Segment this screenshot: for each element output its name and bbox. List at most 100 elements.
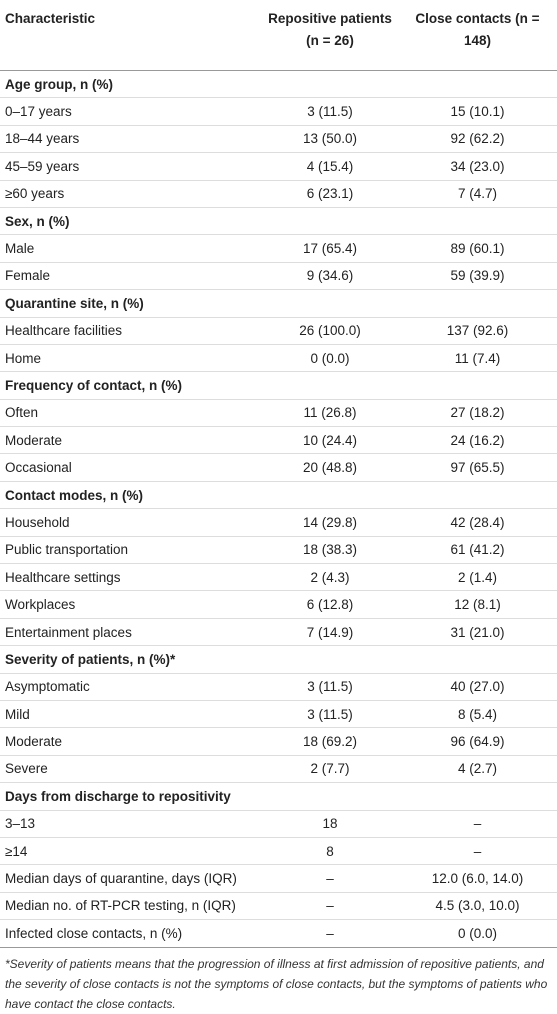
section-cell: Frequency of contact, n (%) <box>0 371 557 400</box>
cell: Often <box>0 399 262 428</box>
header-cell: Characteristic <box>0 0 262 71</box>
data-row: Severe 2 (7.7) 4 (2.7) <box>0 755 557 784</box>
cell: Moderate <box>0 727 262 756</box>
cell: 10 (24.4) <box>262 426 397 455</box>
data-row: 45–59 years 4 (15.4) 34 (23.0) <box>0 152 557 181</box>
data-row: Male 17 (65.4) 89 (60.1) <box>0 234 557 263</box>
cell: 17 (65.4) <box>262 234 397 263</box>
data-row: Median no. of RT-PCR testing, n (IQR) –4.… <box>0 892 557 921</box>
section-cell: Severity of patients, n (%)* <box>0 645 557 674</box>
section-cell: Quarantine site, n (%) <box>0 289 557 318</box>
data-row: Median days of quarantine, days (IQR) –12… <box>0 864 557 893</box>
cell: 0 (0.0) <box>262 344 397 373</box>
cell: Workplaces <box>0 590 262 619</box>
cell: 96 (64.9) <box>397 727 557 756</box>
cell: 6 (23.1) <box>262 180 397 208</box>
data-row: Occasional 20 (48.8) 97 (65.5) <box>0 453 557 482</box>
section-cell: Contact modes, n (%) <box>0 481 557 510</box>
section-row: Quarantine site, n (%) <box>0 289 557 318</box>
cell: Infected close contacts, n (%) <box>0 919 262 948</box>
section-row: Contact modes, n (%) <box>0 481 557 510</box>
cell: Household <box>0 508 262 537</box>
cell: 2 (7.7) <box>262 755 397 784</box>
cell: 45–59 years <box>0 152 262 181</box>
data-row: Female 9 (34.6) 59 (39.9) <box>0 262 557 291</box>
cell: 3 (11.5) <box>262 673 397 701</box>
header-row: Characteristic Repositive patients (n = … <box>0 0 557 71</box>
cell: 18 (38.3) <box>262 536 397 565</box>
section-cell: Days from discharge to repositivity <box>0 782 557 811</box>
cell: – <box>262 919 397 948</box>
cell: Healthcare settings <box>0 563 262 592</box>
section-cell: Sex, n (%) <box>0 207 557 236</box>
cell: 11 (26.8) <box>262 399 397 428</box>
section-row: Age group, n (%) <box>0 70 557 99</box>
cell: 59 (39.9) <box>397 262 557 291</box>
cell: 18–44 years <box>0 125 262 154</box>
cell: 4 (2.7) <box>397 755 557 784</box>
cell: Median no. of RT-PCR testing, n (IQR) <box>0 892 262 921</box>
data-row: 18–44 years 13 (50.0) 92 (62.2) <box>0 125 557 154</box>
data-row: Mild 3 (11.5) 8 (5.4) <box>0 700 557 729</box>
header-cell: Repositive patients (n = 26) <box>262 0 397 71</box>
cell: 11 (7.4) <box>397 344 557 373</box>
data-row: 0–17 years 3 (11.5) 15 (10.1) <box>0 97 557 126</box>
cell: ≥14 <box>0 837 262 866</box>
data-row: Public transportation 18 (38.3) 61 (41.2) <box>0 536 557 565</box>
section-cell: Age group, n (%) <box>0 70 557 99</box>
cell: 97 (65.5) <box>397 453 557 482</box>
cell: 27 (18.2) <box>397 399 557 428</box>
data-row: 3–13 18– <box>0 810 557 838</box>
data-row: Moderate 10 (24.4) 24 (16.2) <box>0 426 557 455</box>
cell: Male <box>0 234 262 263</box>
cell: 2 (1.4) <box>397 563 557 592</box>
cell: 9 (34.6) <box>262 262 397 291</box>
cell: 7 (14.9) <box>262 618 397 647</box>
data-row: ≥60 years 6 (23.1) 7 (4.7) <box>0 180 557 208</box>
cell: Occasional <box>0 453 262 482</box>
cell: 7 (4.7) <box>397 180 557 208</box>
cell: Asymptomatic <box>0 673 262 701</box>
header-cell: Close contacts (n = 148) <box>397 0 557 71</box>
cell: 0–17 years <box>0 97 262 126</box>
cell: 3 (11.5) <box>262 97 397 126</box>
cell: 12 (8.1) <box>397 590 557 619</box>
cell: 4 (15.4) <box>262 152 397 181</box>
data-row: ≥14 8– <box>0 837 557 866</box>
cell: 61 (41.2) <box>397 536 557 565</box>
cell: 6 (12.8) <box>262 590 397 619</box>
data-row: Infected close contacts, n (%) –0 (0.0) <box>0 919 557 948</box>
cell: 137 (92.6) <box>397 317 557 345</box>
section-row: Severity of patients, n (%)* <box>0 645 557 674</box>
cell: Mild <box>0 700 262 729</box>
data-row: Often 11 (26.8) 27 (18.2) <box>0 399 557 428</box>
cell: Home <box>0 344 262 373</box>
cell: 24 (16.2) <box>397 426 557 455</box>
cell: 13 (50.0) <box>262 125 397 154</box>
cell: – <box>262 864 397 893</box>
cell: – <box>397 837 557 866</box>
data-row: Home 0 (0.0) 11 (7.4) <box>0 344 557 373</box>
cell: 0 (0.0) <box>397 919 557 948</box>
cell: 20 (48.8) <box>262 453 397 482</box>
cell: 89 (60.1) <box>397 234 557 263</box>
cell: Median days of quarantine, days (IQR) <box>0 864 262 893</box>
data-row: Entertainment places 7 (14.9) 31 (21.0) <box>0 618 557 647</box>
data-row: Workplaces 6 (12.8) 12 (8.1) <box>0 590 557 619</box>
cell: 8 <box>262 837 397 866</box>
cell: 40 (27.0) <box>397 673 557 701</box>
cell: Healthcare facilities <box>0 317 262 345</box>
table-head: Characteristic Repositive patients (n = … <box>0 0 557 71</box>
cell: 26 (100.0) <box>262 317 397 345</box>
section-row: Sex, n (%) <box>0 207 557 236</box>
table-body: Age group, n (%) 0–17 years 3 (11.5) 15 (10… <box>0 70 557 948</box>
cell: Severe <box>0 755 262 784</box>
cell: 31 (21.0) <box>397 618 557 647</box>
section-row: Frequency of contact, n (%) <box>0 371 557 400</box>
cell: Public transportation <box>0 536 262 565</box>
cell: 18 (69.2) <box>262 727 397 756</box>
cell: Moderate <box>0 426 262 455</box>
cell: 42 (28.4) <box>397 508 557 537</box>
section-row: Days from discharge to repositivity <box>0 782 557 811</box>
